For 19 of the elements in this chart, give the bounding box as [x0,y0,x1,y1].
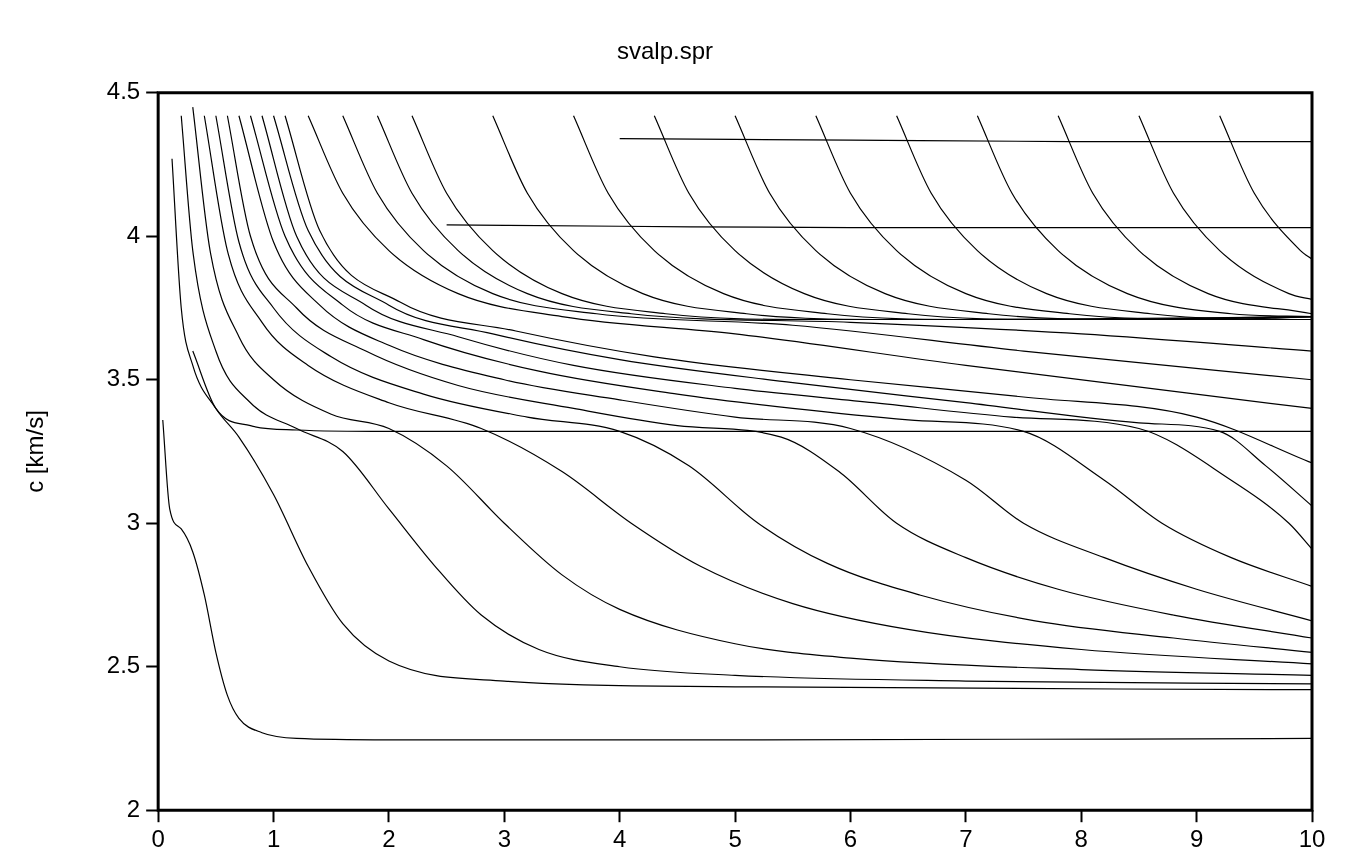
y-tick-label: 4 [126,220,141,248]
x-tick-label: 5 [728,825,742,853]
y-tick-label: 3.5 [106,364,141,392]
y-axis-title: c [km/s] [21,410,49,493]
chart-title: svalp.spr [616,37,714,65]
x-tick-label: 9 [1189,825,1204,853]
x-tick-label: 6 [843,825,858,853]
y-tick-label: 3 [126,507,141,535]
y-tick-label: 2 [126,794,141,822]
y-tick-label: 2.5 [106,651,141,679]
x-tick-label: 2 [382,825,396,853]
x-tick-label: 7 [959,825,973,853]
x-tick-label: 1 [266,825,281,853]
x-tick-label: 3 [497,825,511,853]
x-tick-label: 0 [151,825,165,853]
x-tick-label: 10 [1298,825,1326,853]
x-tick-label: 4 [613,825,627,853]
y-tick-label: 4.5 [106,77,141,105]
x-tick-label: 8 [1074,825,1088,853]
